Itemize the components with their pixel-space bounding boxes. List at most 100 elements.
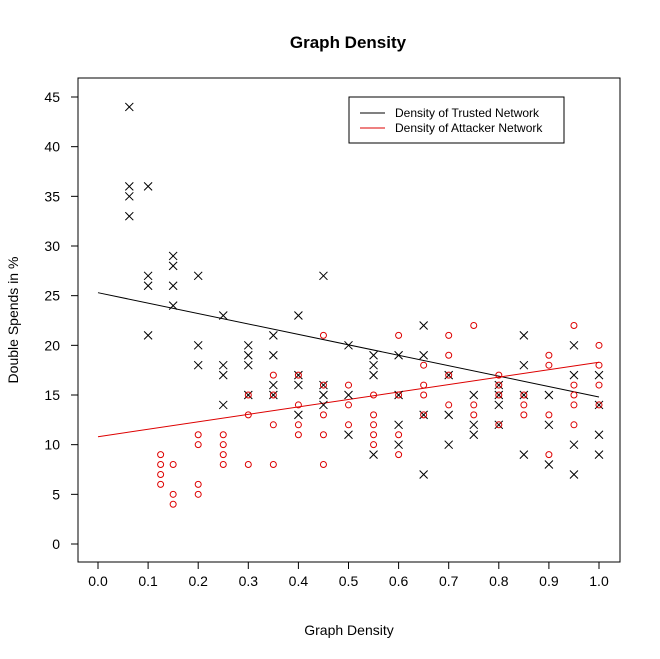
y-tick-label: 20: [44, 337, 60, 353]
trusted-point: [294, 311, 303, 320]
x-tick-label: 0.4: [289, 573, 309, 589]
attacker-point: [157, 461, 165, 469]
attacker-point: [495, 421, 503, 429]
attacker-point: [470, 321, 478, 329]
attacker-point: [420, 391, 428, 399]
attacker-point: [595, 361, 603, 369]
trusted-point: [168, 251, 178, 261]
trusted-point: [394, 390, 403, 400]
attacker-trend-line: [97, 361, 600, 438]
attacker-point: [244, 391, 252, 399]
trusted-point: [419, 410, 429, 420]
trusted-point: [168, 301, 178, 310]
trusted-point: [519, 390, 529, 400]
y-tick-label: 0: [52, 536, 60, 552]
trusted-point: [569, 370, 579, 380]
trusted-point: [143, 281, 153, 291]
attacker-point: [570, 421, 578, 429]
trusted-point: [419, 350, 429, 360]
attacker-point: [219, 451, 227, 459]
x-tick-label: 0.0: [88, 573, 108, 589]
attacker-point: [157, 451, 165, 459]
y-tick-label: 5: [52, 486, 60, 502]
trusted-point: [193, 271, 203, 281]
trusted-point: [143, 331, 153, 340]
trusted-point: [124, 102, 134, 112]
trusted-point: [469, 420, 479, 430]
attacker-point: [470, 401, 478, 409]
attacker-point: [219, 461, 227, 469]
x-tick-label: 0.1: [138, 573, 158, 589]
attacker-point: [319, 461, 327, 469]
trusted-point: [344, 340, 353, 350]
attacker-point: [169, 490, 177, 498]
trusted-point: [294, 410, 303, 420]
trusted-point: [243, 340, 253, 350]
trusted-point: [544, 420, 554, 430]
x-tick-label: 0.8: [489, 573, 509, 589]
trusted-point: [168, 281, 178, 291]
trusted-point: [243, 350, 253, 360]
attacker-point: [520, 411, 528, 419]
attacker-point: [194, 441, 202, 449]
attacker-point: [244, 461, 252, 469]
attacker-point: [319, 411, 327, 419]
attacker-point: [520, 391, 528, 399]
y-tick-label: 45: [44, 89, 60, 105]
attacker-point: [570, 381, 578, 389]
trusted-point: [268, 380, 278, 390]
attacker-point: [294, 421, 302, 429]
trusted-point: [494, 420, 504, 430]
trusted-point: [124, 191, 134, 201]
chart-title: Graph Density: [290, 33, 407, 52]
trusted-point: [268, 331, 278, 340]
trusted-point: [369, 350, 378, 360]
attacker-point: [595, 341, 603, 349]
attacker-point: [395, 431, 403, 439]
attacker-point: [345, 381, 352, 389]
trusted-point: [594, 400, 604, 410]
attacker-point: [269, 421, 277, 429]
attacker-point: [370, 421, 378, 429]
attacker-point: [345, 421, 352, 429]
attacker-point: [219, 431, 227, 439]
trusted-point: [444, 370, 454, 380]
attacker-point: [470, 411, 478, 419]
attacker-point: [345, 401, 352, 409]
legend-label-attacker: Density of Attacker Network: [395, 121, 543, 135]
trusted-point: [294, 380, 303, 390]
x-tick-label: 0.6: [389, 573, 409, 589]
y-axis-label: Double Spends in %: [5, 257, 21, 384]
trusted-point: [319, 390, 328, 400]
legend: Density of Trusted Network Density of At…: [348, 96, 565, 144]
trusted-point: [218, 400, 228, 410]
attacker-point: [169, 461, 177, 469]
trusted-point: [594, 450, 604, 459]
attacker-point: [420, 381, 428, 389]
trusted-point: [419, 470, 429, 479]
x-tick-label: 1.0: [589, 573, 609, 589]
attacker-point: [570, 401, 578, 409]
attacker-point: [595, 401, 603, 409]
trusted-point: [143, 182, 153, 191]
trusted-point: [193, 340, 203, 350]
trusted-point: [569, 340, 579, 350]
attacker-point: [157, 470, 165, 478]
attacker-point: [319, 331, 327, 339]
attacker-point: [545, 411, 553, 419]
x-tick-label: 0.9: [539, 573, 559, 589]
trusted-point: [519, 331, 529, 340]
attacker-point: [194, 431, 202, 439]
attacker-point: [570, 391, 578, 399]
attacker-point: [370, 441, 378, 449]
trusted-point: [268, 350, 278, 360]
attacker-point: [219, 441, 227, 449]
trusted-point: [124, 182, 134, 191]
trusted-point: [519, 450, 529, 459]
trusted-point: [494, 400, 504, 410]
attacker-point: [495, 391, 503, 399]
x-tick-label: 0.2: [188, 573, 208, 589]
attacker-point: [395, 331, 403, 339]
attacker-point: [520, 401, 528, 409]
y-tick-label: 25: [44, 288, 60, 304]
